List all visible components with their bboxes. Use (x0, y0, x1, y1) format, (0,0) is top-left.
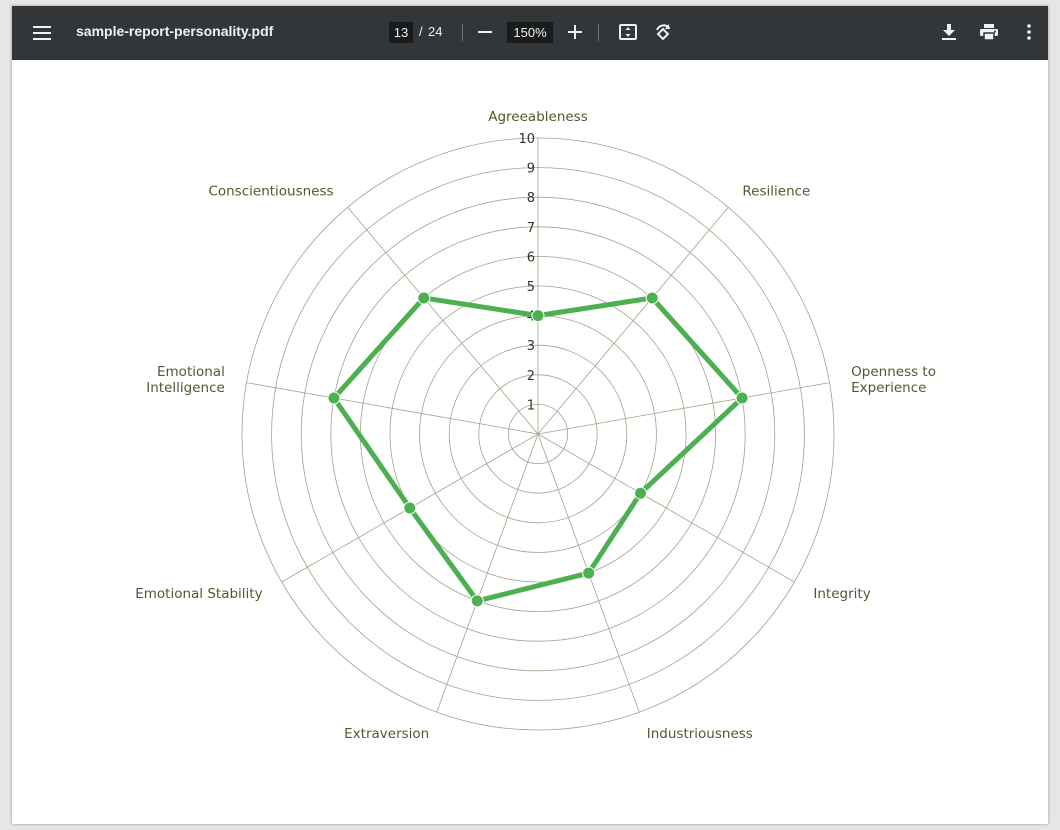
axis-spoke (537, 206, 729, 435)
axis-label: Extraversion (344, 726, 429, 742)
axis-label: Emotional Stability (135, 586, 262, 602)
radial-tick-label: 10 (518, 132, 535, 147)
data-point (470, 594, 484, 608)
data-point (645, 291, 659, 305)
radial-tick-label: 9 (527, 162, 535, 177)
axis-label: Resilience (742, 183, 810, 199)
axis-spoke (246, 382, 539, 435)
radial-tick-label: 3 (527, 339, 535, 354)
radar-chart: 1 2 3 4 5 6 7 8 9 10 Agreeableness Resilience Openne… (135, 109, 936, 742)
radial-tick-label: 7 (527, 221, 535, 236)
series-line (331, 295, 745, 604)
pdf-toolbar: sample-report-personality.pdf 13 / 24 15… (12, 6, 1048, 60)
axis-label-line: Emotional Stability (135, 586, 262, 602)
axis-label-line: Emotional (157, 364, 225, 380)
axis-label: Integrity (813, 586, 870, 602)
radial-tick-label: 2 (527, 369, 535, 384)
pdf-page[interactable]: 1 2 3 4 5 6 7 8 9 10 Agreeableness Resilience Openne… (12, 60, 1048, 824)
download-icon[interactable] (937, 20, 961, 44)
axis-label: Emotional Intelligence (146, 364, 225, 396)
axis-label-line: Integrity (813, 586, 870, 602)
more-vert-icon[interactable] (1017, 20, 1041, 44)
page-total: 24 (428, 24, 443, 39)
axis-label: Agreeableness (488, 109, 588, 125)
axis-label-line: Industriousness (647, 726, 753, 742)
rotate-icon[interactable] (651, 20, 675, 44)
axis-label-line: Conscientiousness (208, 183, 333, 199)
menu-icon[interactable] (28, 19, 56, 47)
pdf-viewer-window: sample-report-personality.pdf 13 / 24 15… (12, 6, 1048, 824)
axis-label: Industriousness (647, 726, 753, 742)
axis-label-line: Agreeableness (488, 109, 588, 125)
fit-to-page-icon[interactable] (616, 20, 640, 44)
axis-spoke (347, 206, 539, 435)
data-point (531, 309, 545, 323)
axis-spoke (537, 382, 830, 435)
axis-label-line: Intelligence (146, 380, 225, 396)
toolbar-divider (598, 24, 599, 41)
data-point (582, 566, 596, 580)
axis-label: Openness to Experience (851, 364, 936, 396)
axis-label-line: Openness to (851, 364, 936, 380)
axis-label: Conscientiousness (208, 183, 333, 199)
zoom-level-input[interactable]: 150% (507, 22, 553, 43)
minus-icon[interactable] (473, 20, 497, 44)
radial-tick-label: 4 (527, 310, 535, 325)
data-point (403, 501, 417, 515)
axis-label-line: Experience (851, 380, 926, 396)
data-point (634, 486, 648, 500)
axis-spoke (537, 433, 795, 583)
page-number-input[interactable]: 13 (389, 22, 413, 43)
axis-spoke (436, 433, 539, 713)
data-point (327, 391, 341, 405)
radial-tick-label: 8 (527, 191, 535, 206)
data-point (735, 391, 749, 405)
page-separator: / (419, 24, 423, 39)
toolbar-divider (462, 24, 463, 41)
plus-icon[interactable] (563, 20, 587, 44)
axis-label-line: Extraversion (344, 726, 429, 742)
data-point (417, 291, 431, 305)
radial-tick-label: 6 (527, 250, 535, 265)
axis-label-line: Resilience (742, 183, 810, 199)
radial-tick-label: 1 (527, 398, 535, 413)
print-icon[interactable] (977, 20, 1001, 44)
document-title: sample-report-personality.pdf (76, 23, 274, 39)
radial-tick-label: 5 (527, 280, 535, 295)
